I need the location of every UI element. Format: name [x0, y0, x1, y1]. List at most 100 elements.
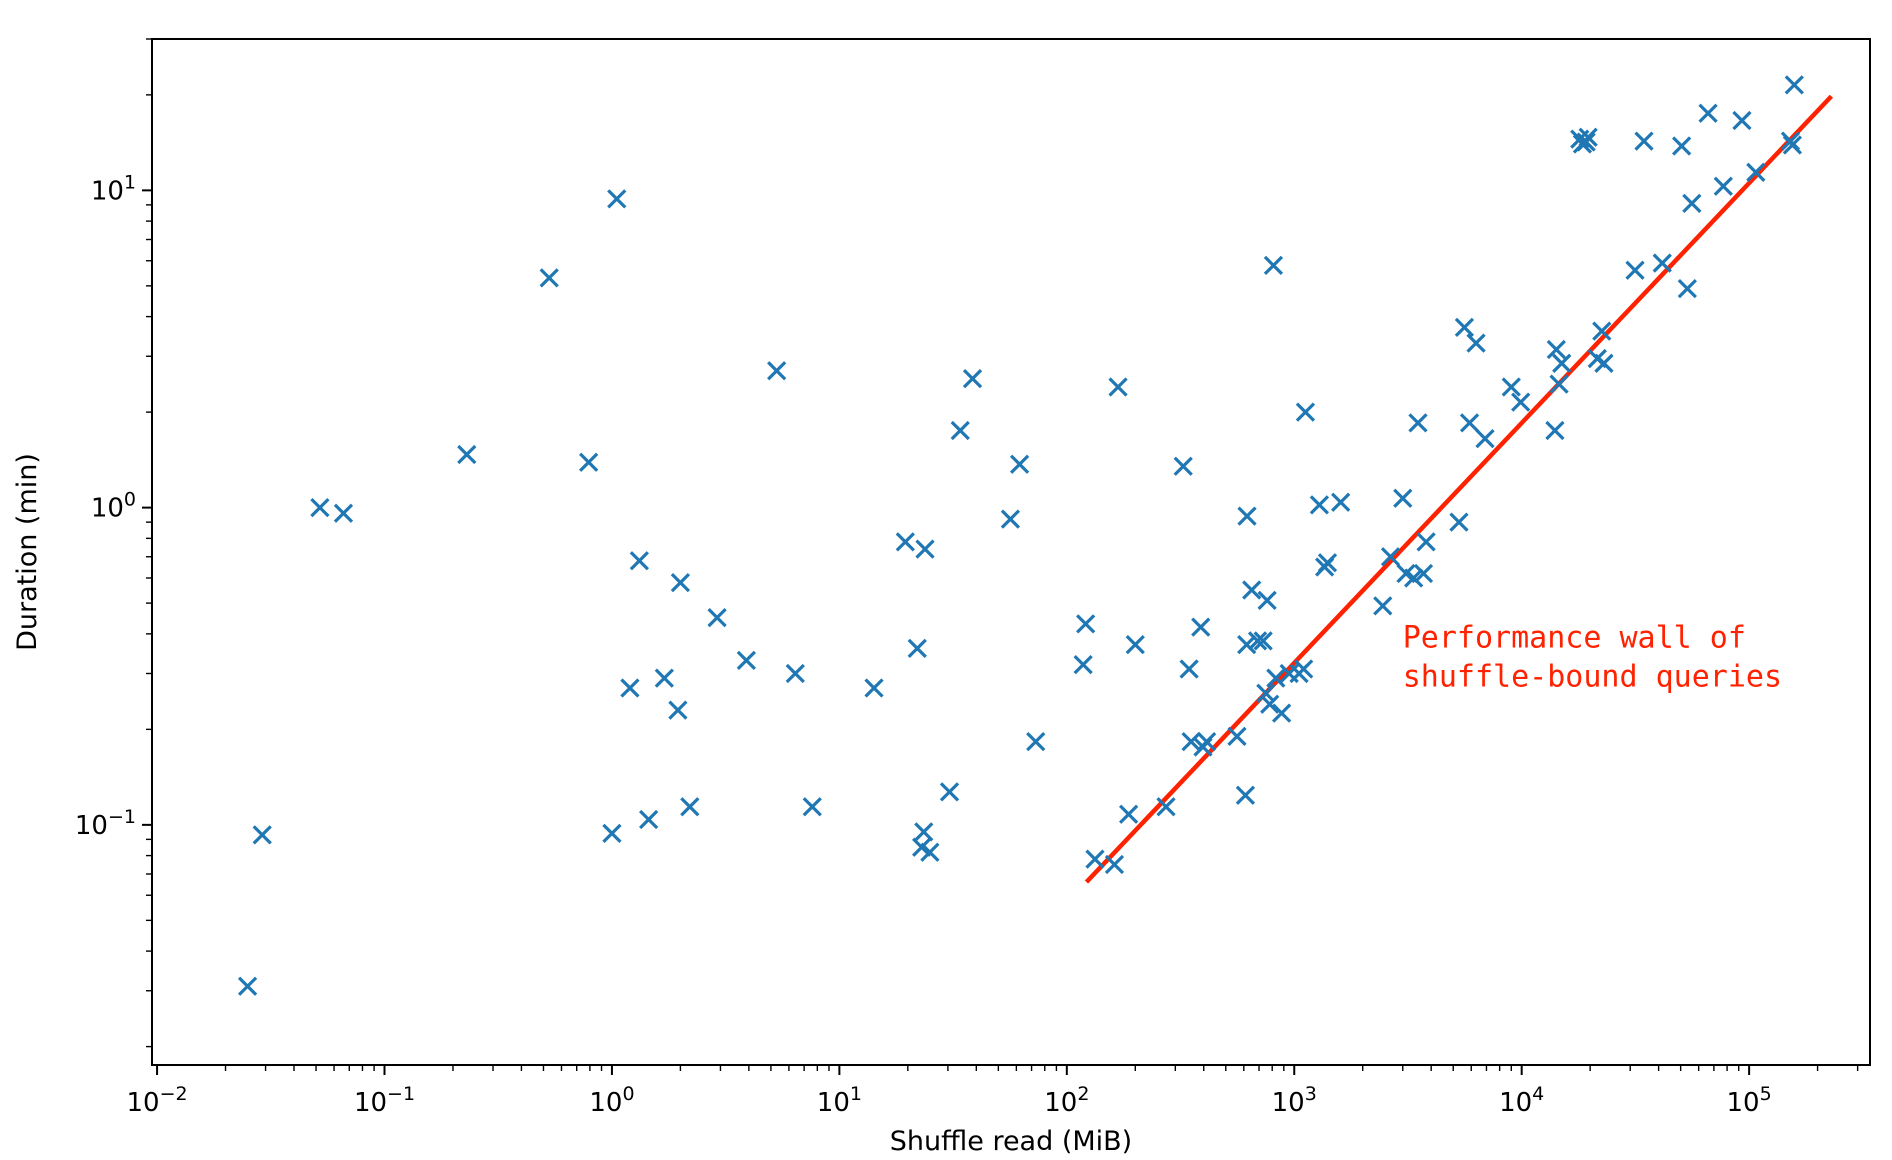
data-point — [736, 650, 757, 670]
data-point — [1235, 785, 1256, 805]
x-tick-label: 103 — [1272, 1083, 1317, 1118]
y-tick-label: 100 — [91, 489, 136, 524]
data-point — [1181, 731, 1201, 752]
data-point — [1416, 532, 1436, 552]
data-point — [1380, 547, 1401, 567]
data-point — [1393, 488, 1413, 508]
fit-line-layer — [1084, 94, 1834, 884]
data-point — [1179, 659, 1199, 679]
data-point — [785, 663, 805, 684]
data-point — [1449, 512, 1469, 532]
data-point — [1253, 631, 1273, 651]
data-point — [1026, 731, 1046, 752]
data-point — [539, 268, 559, 288]
data-point — [620, 678, 640, 698]
data-point — [457, 444, 477, 465]
plot-frame — [151, 38, 1871, 1066]
data-point — [1594, 353, 1614, 373]
data-points — [237, 75, 1804, 996]
data-point — [962, 369, 983, 389]
data-point — [767, 361, 787, 381]
data-point — [1295, 402, 1316, 422]
data-point — [1104, 854, 1125, 875]
data-point — [1156, 797, 1176, 817]
data-point — [1125, 634, 1145, 655]
annotation-text: Performance wall of shuffle-bound queries — [1403, 620, 1782, 694]
x-tick-label: 102 — [1044, 1083, 1089, 1118]
data-point — [1257, 590, 1277, 611]
data-point — [1413, 563, 1434, 584]
data-point — [680, 797, 700, 817]
data-point — [1652, 253, 1672, 273]
data-point — [1009, 454, 1030, 474]
data-point — [1373, 596, 1393, 616]
data-point — [1713, 176, 1733, 196]
data-point — [1454, 317, 1475, 337]
data-point — [1592, 321, 1612, 341]
data-point — [914, 822, 934, 842]
data-point — [333, 503, 354, 523]
x-tick-label: 104 — [1499, 1083, 1544, 1118]
data-point — [654, 668, 674, 688]
data-point — [1784, 75, 1804, 95]
data-point — [1501, 377, 1521, 397]
data-point — [1263, 255, 1284, 276]
data-point — [1260, 694, 1280, 714]
y-tick-label: 10−1 — [75, 806, 136, 841]
data-point — [670, 573, 691, 593]
data-point — [707, 607, 727, 628]
data-point — [252, 825, 272, 845]
data-point — [237, 976, 258, 996]
data-point — [920, 842, 940, 862]
x-tick-label: 105 — [1727, 1083, 1772, 1118]
data-point — [1511, 392, 1531, 412]
data-point — [1256, 683, 1276, 703]
x-axis: 10−2 10−1 100 101 102 103 104 105 — [127, 1065, 1859, 1118]
data-point — [1404, 568, 1424, 588]
annotation-line: Performance wall of — [1403, 620, 1746, 655]
data-point — [1698, 103, 1718, 123]
data-point — [915, 539, 935, 559]
data-point — [1546, 339, 1566, 360]
data-point — [1331, 492, 1351, 512]
data-point — [1746, 162, 1766, 182]
data-point — [1732, 110, 1752, 131]
y-axis: 10−1 100 101 — [75, 38, 152, 1048]
data-point — [629, 551, 649, 571]
data-point — [1459, 413, 1480, 433]
data-point — [1677, 279, 1697, 299]
data-point — [1634, 131, 1654, 151]
data-point — [1191, 617, 1211, 637]
data-point — [1242, 580, 1262, 600]
x-tick-label: 101 — [817, 1083, 862, 1118]
data-point — [1085, 849, 1105, 869]
data-point — [1682, 193, 1702, 213]
data-point — [639, 809, 659, 830]
data-point — [1475, 428, 1495, 449]
x-tick-label: 10−1 — [354, 1083, 415, 1118]
data-point — [1317, 553, 1338, 573]
data-point — [1266, 668, 1286, 688]
data-point — [1108, 377, 1128, 397]
y-tick-label: 101 — [91, 171, 136, 206]
data-point — [1294, 659, 1314, 679]
data-point — [1578, 127, 1598, 147]
data-point — [1552, 353, 1572, 373]
data-point — [939, 782, 960, 802]
data-point — [1271, 703, 1292, 723]
data-point — [1782, 135, 1803, 155]
x-tick-label: 100 — [589, 1083, 634, 1118]
x-axis-label: Shuffle read (MiB) — [890, 1126, 1132, 1157]
data-point — [802, 797, 822, 817]
data-point — [864, 678, 884, 698]
data-point — [1576, 132, 1596, 152]
data-point — [310, 497, 330, 518]
data-point — [1237, 634, 1257, 655]
x-tick-label: 10−2 — [127, 1083, 188, 1118]
data-point — [1466, 333, 1486, 353]
data-point — [1549, 374, 1569, 394]
data-point — [1237, 506, 1257, 526]
data-point — [1000, 509, 1021, 529]
